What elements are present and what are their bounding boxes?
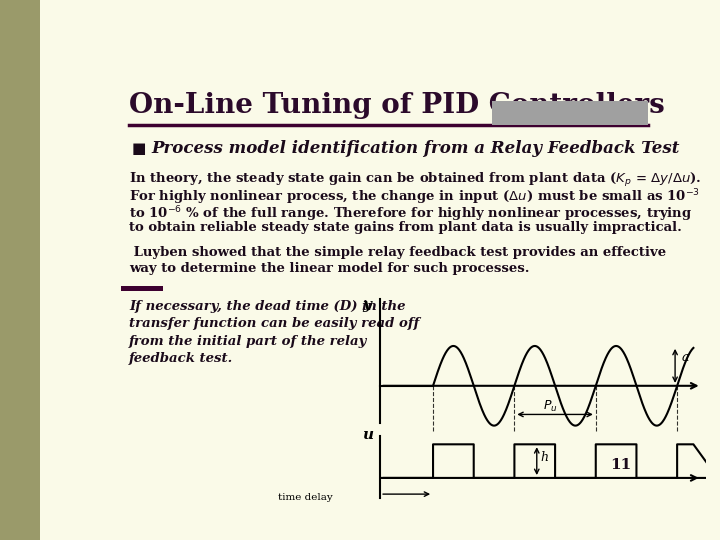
Text: to 10$^{-6}$ % of the full range. Therefore for highly nonlinear processes, tryi: to 10$^{-6}$ % of the full range. Theref… <box>129 204 693 224</box>
Text: time delay: time delay <box>279 494 333 502</box>
Text: a: a <box>681 351 689 364</box>
Text: 11: 11 <box>610 458 631 472</box>
Text: In theory, the steady state gain can be obtained from plant data ($K_p$ = $\Delt: In theory, the steady state gain can be … <box>129 171 702 189</box>
Text: Luyben showed that the simple relay feedback test provides an effective: Luyben showed that the simple relay feed… <box>129 246 666 259</box>
Text: transfer function can be easily read off: transfer function can be easily read off <box>129 317 420 330</box>
Text: way to determine the linear model for such processes.: way to determine the linear model for su… <box>129 262 529 275</box>
Bar <box>492 101 648 125</box>
Text: h: h <box>541 451 549 464</box>
Text: ■: ■ <box>132 141 146 156</box>
Text: On-Line Tuning of PID Controllers: On-Line Tuning of PID Controllers <box>129 92 665 119</box>
Text: If necessary, the dead time (D) in the: If necessary, the dead time (D) in the <box>129 300 405 313</box>
Bar <box>121 286 163 292</box>
Text: $P_u$: $P_u$ <box>543 399 557 414</box>
Text: feedback test.: feedback test. <box>129 352 233 365</box>
Text: u: u <box>362 428 373 442</box>
Text: Process model identification from a Relay Feedback Test: Process model identification from a Rela… <box>151 140 680 158</box>
Text: from the initial part of the relay: from the initial part of the relay <box>129 335 367 348</box>
Text: to obtain reliable steady state gains from plant data is usually impractical.: to obtain reliable steady state gains fr… <box>129 221 682 234</box>
Text: For highly nonlinear process, the change in input ($\Delta u$) must be small as : For highly nonlinear process, the change… <box>129 187 700 207</box>
Text: y: y <box>362 298 371 312</box>
